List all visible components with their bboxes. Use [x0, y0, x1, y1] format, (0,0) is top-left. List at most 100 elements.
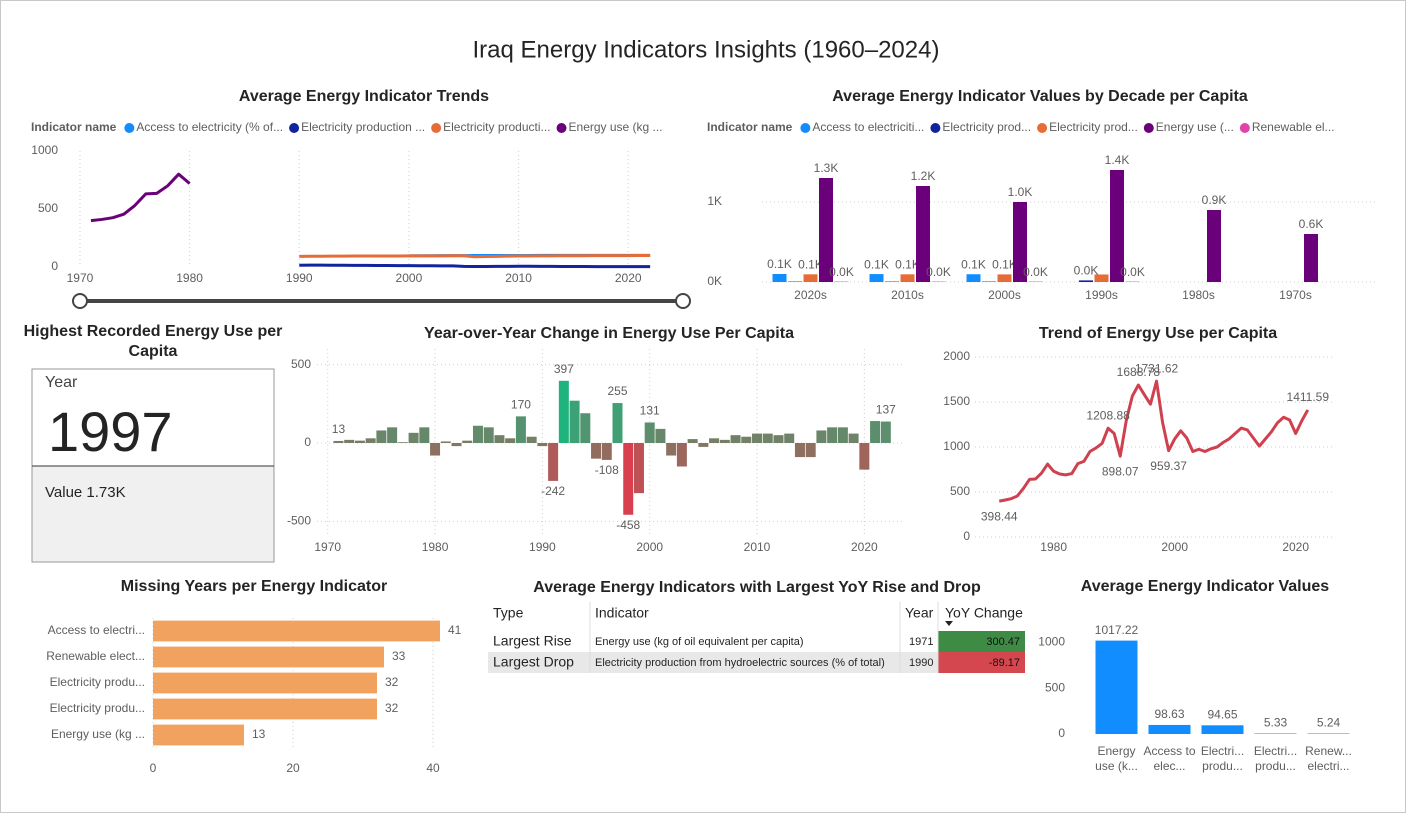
bar: [676, 443, 687, 467]
x-tick-label: 2000: [1161, 540, 1188, 554]
rise-cell: [938, 631, 1025, 652]
bar: [537, 443, 548, 447]
chart-title: Trend of Energy Use per Capita: [1039, 325, 1277, 342]
bar: [558, 380, 569, 443]
table-title: Average Energy Indicators with Largest Y…: [533, 579, 981, 596]
x-tick-label: 2010: [744, 540, 771, 554]
bar: [709, 438, 720, 443]
y-tick-label: 1500: [943, 394, 970, 408]
column-header[interactable]: Type: [493, 605, 524, 621]
legend-marker: [431, 123, 442, 133]
bar: [916, 186, 930, 282]
column-header[interactable]: Indicator: [595, 605, 649, 621]
drop-cell: [938, 652, 1025, 673]
bar: [762, 433, 773, 443]
bar: [837, 427, 848, 443]
data-label: 32: [385, 701, 399, 715]
bar: [397, 442, 408, 443]
x-tick-label: 2010: [505, 271, 532, 285]
bar: [1094, 274, 1109, 282]
legend-title: Indicator name: [31, 120, 117, 134]
y-tick-label: 0: [963, 529, 970, 543]
column-header[interactable]: YoY Change: [945, 605, 1023, 621]
legend-label: Energy use (kg ...: [569, 120, 663, 134]
data-label: 255: [607, 384, 627, 398]
bar: [870, 421, 881, 443]
data-label: 398.44: [981, 509, 1018, 523]
bar: [408, 432, 419, 443]
y-tick-label: 500: [950, 484, 970, 498]
table-cell: Energy use (kg of oil equivalent per cap…: [595, 636, 804, 648]
data-label: 1208.88: [1086, 408, 1130, 422]
data-label: 5.24: [1317, 716, 1341, 730]
table-cell: Largest Rise: [493, 633, 572, 649]
bar: [719, 439, 730, 443]
category-label-box: Energy use (k...: [1095, 744, 1138, 773]
category-label-box: Electri... produ...: [1253, 744, 1298, 773]
line: [998, 379, 1310, 503]
x-tick-label: Renew... electri...: [1305, 744, 1352, 773]
x-tick-label: 1990: [529, 540, 556, 554]
bar: [1148, 724, 1191, 734]
data-label: 13: [252, 727, 266, 741]
bar: [153, 646, 384, 668]
data-label: 170: [511, 398, 531, 412]
data-label: 0.0K: [1120, 265, 1145, 279]
bar: [440, 441, 451, 443]
y-tick-label: 1000: [31, 143, 58, 157]
card-label: Year: [45, 374, 78, 391]
bar: [794, 443, 805, 458]
data-label: 0.0K: [1023, 265, 1048, 279]
table-cell: 1990: [909, 657, 933, 669]
y-tick-label: 2000: [943, 349, 970, 363]
bar: [644, 422, 655, 443]
x-tick-label: Energy use (k...: [1095, 744, 1138, 773]
data-label: 0.1K: [798, 257, 823, 271]
data-label: 0.1K: [961, 257, 986, 271]
bar: [741, 436, 752, 443]
bar: [515, 416, 526, 443]
data-label: -458: [616, 518, 640, 532]
x-tick-label: 1980: [422, 540, 449, 554]
x-tick-label: 2020s: [794, 288, 827, 302]
x-tick-label: 1970: [314, 540, 341, 554]
bar: [153, 672, 377, 694]
column-header[interactable]: Year: [905, 605, 934, 621]
table-cell: Electricity production from hydroelectri…: [595, 657, 885, 669]
line: [90, 172, 191, 223]
x-tick-label: 2010s: [891, 288, 924, 302]
slider-handle[interactable]: [72, 293, 88, 309]
y-tick-label: 0: [51, 259, 58, 273]
bar: [900, 274, 915, 282]
chart-title: Missing Years per Energy Indicator: [121, 578, 387, 595]
chart-title: Average Energy Indicator Trends: [239, 88, 489, 105]
bar: [819, 178, 833, 282]
bar: [333, 440, 344, 443]
bar: [1079, 280, 1093, 282]
sort-arrow[interactable]: [945, 621, 953, 626]
legend-marker: [1037, 123, 1048, 133]
y-tick-label: 500: [291, 357, 311, 371]
x-tick-label: 20: [286, 761, 300, 775]
bar: [483, 427, 494, 443]
data-label: 0.0K: [926, 265, 951, 279]
legend-label: Electricity prod...: [1049, 120, 1138, 134]
data-label: 1017.22: [1095, 623, 1139, 637]
x-tick-label: 2000: [396, 271, 423, 285]
data-label: 32: [385, 675, 399, 689]
table-cell: Largest Drop: [493, 654, 574, 670]
legend-marker: [1143, 123, 1154, 133]
data-label: 1.2K: [911, 169, 936, 183]
row-background: [488, 652, 938, 673]
x-tick-label: Electri... produ...: [1253, 744, 1298, 773]
x-tick-label: 2000s: [988, 288, 1021, 302]
data-label: 1411.59: [1287, 390, 1330, 404]
bar: [1110, 170, 1124, 282]
bar: [805, 443, 816, 458]
legend-label: Access to electricity (% of...: [136, 120, 283, 134]
slider-handle[interactable]: [675, 293, 691, 309]
x-tick-label: 0: [150, 761, 157, 775]
data-label: 98.63: [1154, 707, 1184, 721]
